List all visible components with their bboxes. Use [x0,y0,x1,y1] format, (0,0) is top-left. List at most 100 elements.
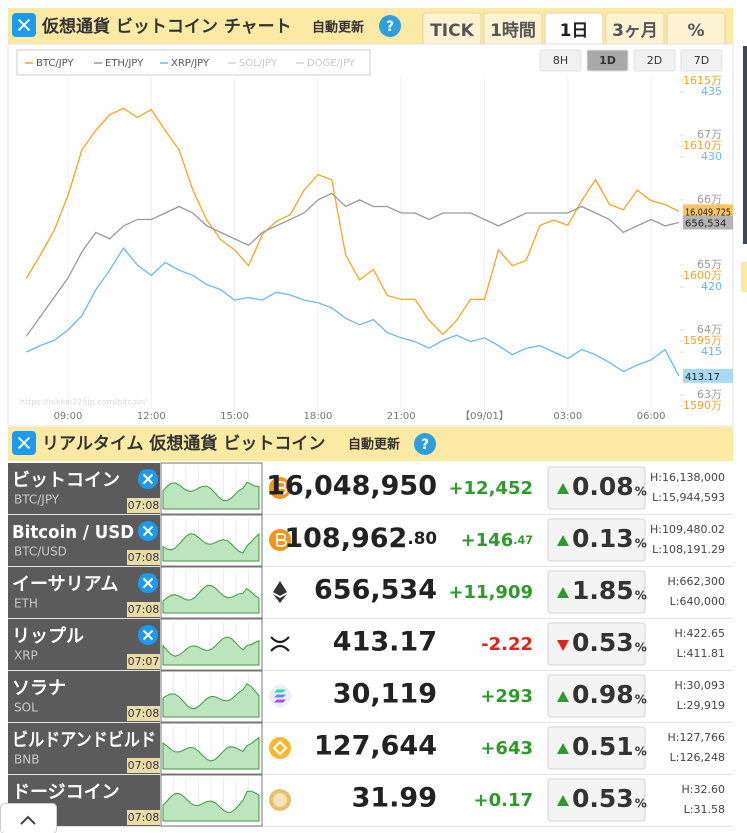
update-time: 07:08 [128,811,160,824]
legend-label[interactable]: DOGE/JPY [307,58,356,69]
y-tick-label: 435 [701,85,722,98]
pct-unit: % [635,485,647,499]
time-box [127,654,160,669]
tab-label: 1時間 [490,20,536,41]
rates-bar [8,427,733,461]
watermark: https://nikkei225jp.com/bitcoin/ [20,398,147,407]
change: +0.17 [474,790,534,811]
pct-change: 0.53 [572,628,634,657]
legend-label[interactable]: SOL/JPY [239,58,278,69]
day-high: H:422.65 [675,627,725,640]
pct-box [547,622,646,666]
tab-label: TICK [430,21,474,41]
pct-arrow [557,483,569,494]
coin-name[interactable]: Bitcoin / USD [12,522,134,543]
range-button[interactable] [586,49,629,72]
pct-change: 0.08 [572,472,634,501]
pct-change: 1.85 [572,576,634,605]
time-box [127,602,160,617]
help-button[interactable] [414,433,436,455]
legend-label[interactable]: BTC/JPY [36,58,74,69]
last-value-box [683,215,733,230]
x-tick-label: 12:00 [137,411,166,422]
coin-name[interactable]: ソラナ [12,678,66,699]
pct-change: 0.98 [572,680,634,709]
x-logo-glyph [142,473,154,485]
y-tick-label: 1610万 [683,139,722,152]
pct-unit: % [635,797,647,811]
coin-name[interactable]: ビットコイン [12,470,120,491]
pct-arrow [557,587,569,598]
last-value-label: 656,534 [685,218,726,229]
update-time: 07:08 [128,603,160,616]
y-tick-label: 65万 [697,258,722,271]
day-high: H:127,766 [668,731,725,744]
y-tick-label: 67万 [697,128,722,141]
x-tick-label: 21:00 [387,411,416,422]
range-button[interactable] [539,49,582,72]
coin-code: BTC/JPY [14,493,60,507]
range-button[interactable] [633,49,676,72]
pct-arrow [557,640,569,651]
pct-box [547,466,646,510]
update-time: 07:08 [128,551,160,564]
coin-glyph [274,689,286,693]
coin-code: SOL [14,701,38,715]
coin-glyph [273,793,287,807]
price: 127,644 [314,731,437,762]
legend-label[interactable]: ETH/JPY [105,58,144,69]
help-button[interactable] [379,15,401,37]
day-high: H:30,093 [675,679,725,692]
rates-title: リアルタイム 仮想通貨 ビットコイン [42,433,325,454]
coin-name[interactable]: イーサリアム [12,574,118,595]
series-line [25,192,680,337]
pct-change: 0.13 [572,524,634,553]
legend-label[interactable]: XRP/JPY [171,58,210,69]
day-low: L:29,919 [677,699,725,712]
coin-code: XRP [14,649,38,663]
coin-name[interactable]: リップル [12,625,84,647]
pct-unit: % [635,589,647,603]
update-time: 07:08 [128,499,160,512]
pct-unit: % [635,641,647,655]
sparkline [162,790,260,822]
x-logo-glyph [17,436,31,450]
last-value-box [683,368,733,383]
price: 413.17 [333,627,437,658]
y-tick-label: 66万 [697,193,722,206]
day-low: L:640,000 [670,595,725,608]
change: +643 [480,738,533,759]
coin-glyph [272,740,288,756]
coin-code: ETH [14,597,38,611]
range-button[interactable] [680,49,723,72]
time-box [127,498,160,513]
y-tick-label: 1600万 [683,269,722,282]
scroll-top-chevron [20,815,36,825]
x-logo-glyph [142,577,154,589]
pct-box [547,726,646,770]
x-tick-label: 06:00 [637,411,666,422]
last-value-label: 16,049,725 [685,207,731,218]
x-tick-label: 【09/01】 [460,410,509,422]
help-label: ? [421,437,429,453]
pct-box [547,778,646,822]
y-tick-label: 415 [701,345,722,358]
side-panel-edge [741,262,747,292]
time-box [127,550,160,565]
pct-arrow [557,535,569,546]
range-label: 1D [599,54,616,67]
change: +293 [480,686,533,707]
sparkline [162,636,260,666]
sparkline [162,683,260,718]
x-tick-label: 03:00 [553,411,582,422]
coin-glyph [274,699,286,703]
range-label: 7D [694,54,709,67]
coin-name[interactable]: ビルドアンドビルド [12,730,156,751]
y-tick-label: 1595万 [683,334,722,347]
chart-panel [7,43,734,427]
coin-name[interactable]: ドージコイン [12,782,120,803]
x-logo-glyph [17,18,31,32]
coin-code: BNB [14,753,39,767]
x-tick-label: 18:00 [303,411,332,422]
